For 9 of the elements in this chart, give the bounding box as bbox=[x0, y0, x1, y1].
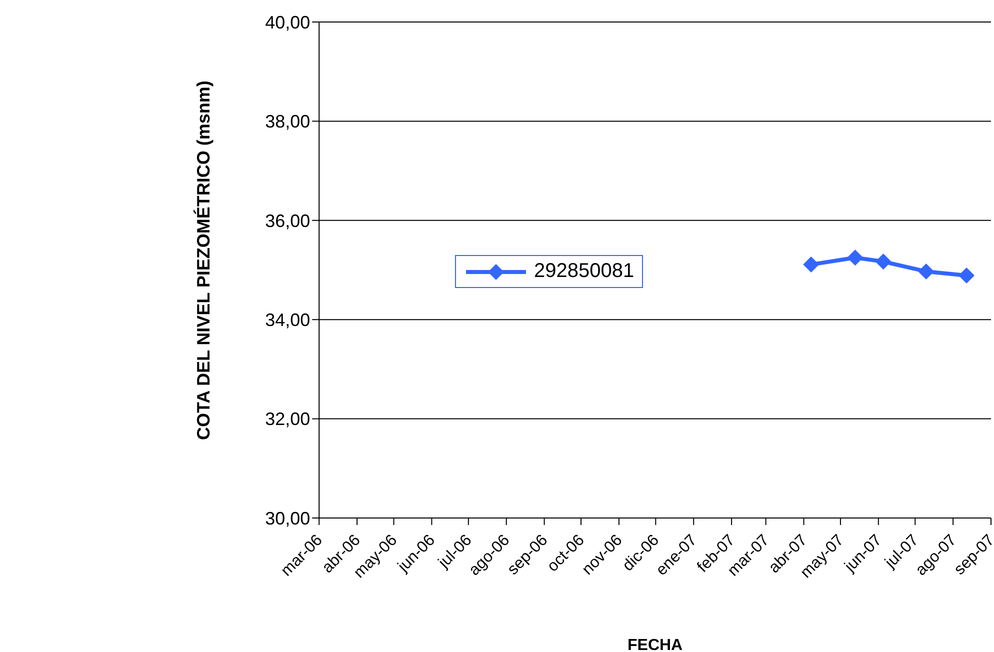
y-tick-label: 36,00 bbox=[265, 210, 310, 231]
y-tick-label: 40,00 bbox=[265, 12, 310, 32]
y-axis-title: COTA DEL NIVEL PIEZOMÉTRICO (msnm) bbox=[194, 80, 214, 440]
legend-label: 292850081 bbox=[534, 260, 634, 283]
y-tick-label: 38,00 bbox=[265, 112, 310, 132]
y-tick-label: 32,00 bbox=[265, 409, 310, 430]
y-tick-label: 34,00 bbox=[265, 310, 310, 330]
y-tick-label: 30,00 bbox=[265, 508, 310, 528]
x-axis-title: FECHA bbox=[628, 637, 684, 652]
